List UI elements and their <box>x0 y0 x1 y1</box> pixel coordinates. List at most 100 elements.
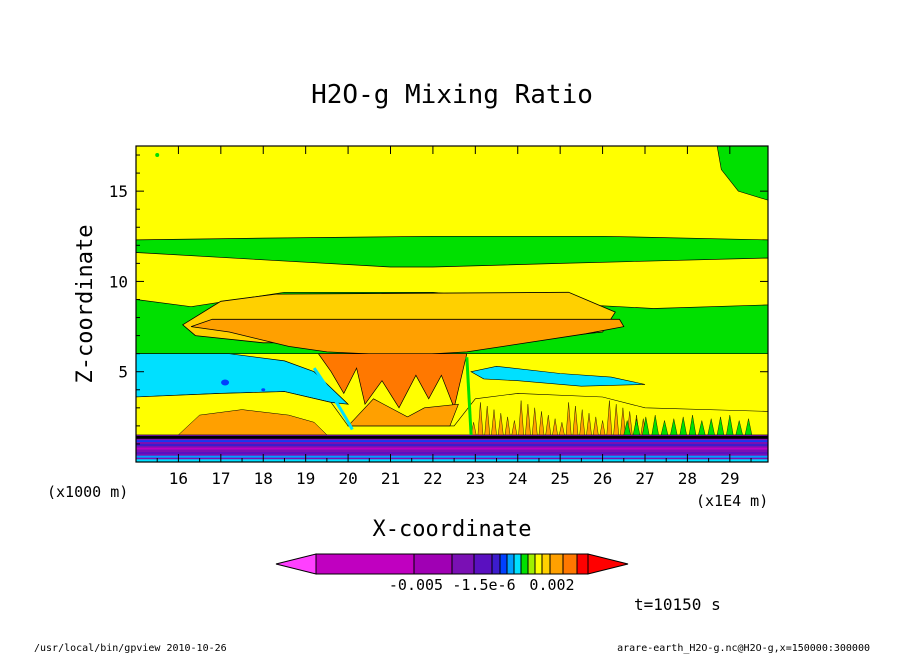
layer-green-spike <box>735 420 743 436</box>
x-tick-label: 22 <box>423 469 442 488</box>
layer-surface-stripe <box>136 443 768 446</box>
y-tick-label: 5 <box>118 363 128 382</box>
layer-stem-left <box>312 367 354 431</box>
layer-right-cyan <box>470 365 646 387</box>
colorbar-min-arrow <box>275 553 317 575</box>
layer-blue-cell <box>261 388 266 392</box>
x-tick-label: 16 <box>169 469 188 488</box>
footer-right: arare-earth_H2O-g.nc@H2O-g,x=150000:3000… <box>617 643 870 654</box>
x-tick-label: 23 <box>466 469 485 488</box>
layer-top-right-green <box>716 146 768 201</box>
colorbar <box>275 553 629 575</box>
layer-stem-right <box>465 357 473 435</box>
layer-spike <box>586 413 592 436</box>
layer-spike <box>477 402 484 436</box>
colorbar-segment <box>315 553 415 575</box>
colorbar-max-arrow <box>587 553 629 575</box>
colorbar-segment <box>541 553 551 575</box>
layer-spike <box>518 400 524 436</box>
x-tick-label: 21 <box>381 469 400 488</box>
y-ticks: 5 10 15 <box>109 154 768 445</box>
plot-area <box>135 145 769 463</box>
layer-green-spike <box>726 415 734 436</box>
contour-layers <box>136 146 768 462</box>
x-tick-label: 25 <box>551 469 570 488</box>
layer-green-spike <box>716 416 725 436</box>
layer-surface-stripe <box>136 447 768 450</box>
layer-top-left-dot <box>155 153 160 158</box>
y-unit-label: (x1000 m) <box>47 483 128 501</box>
layer-spike <box>599 420 606 436</box>
layer-spike <box>525 404 531 436</box>
layer-surface-stripe <box>136 459 768 462</box>
colorbar-segment <box>534 553 543 575</box>
colorbar-segment <box>520 553 529 575</box>
x-tick-label: 28 <box>678 469 697 488</box>
layer-spike <box>613 404 619 436</box>
x-tick-label: 27 <box>635 469 654 488</box>
layer-spike <box>592 416 599 436</box>
x-tick-label: 17 <box>211 469 230 488</box>
x-tick-label: 24 <box>508 469 527 488</box>
layer-green-spike <box>744 418 753 436</box>
layer-surface-stripe <box>136 440 768 442</box>
layer-spike <box>531 407 538 436</box>
colorbar-segment <box>576 553 589 575</box>
layer-spike <box>484 405 491 436</box>
layer-anvil-orange <box>190 318 625 356</box>
layer-green-spike <box>623 420 631 436</box>
colorbar-segment <box>549 553 564 575</box>
colorbar-segment <box>562 553 578 575</box>
colorbar-label-mid: -1.5e-6 <box>452 576 515 594</box>
chart-title: H2O-g Mixing Ratio <box>311 80 593 110</box>
layer-spike <box>572 405 579 436</box>
colorbar-segment <box>473 553 493 575</box>
layer-spike <box>504 416 511 436</box>
colorbar-label-max: 0.002 <box>529 576 574 594</box>
layer-green-spike <box>670 418 678 436</box>
layer-green-spike <box>651 415 659 436</box>
layer-lower-orange-left <box>177 409 328 436</box>
layer-surface-stripe <box>136 452 768 455</box>
layer-spike <box>552 418 558 436</box>
layer-core-base <box>347 398 459 427</box>
x-axis-title: X-coordinate <box>373 517 532 542</box>
layer-green-spike <box>660 420 669 436</box>
colorbar-segment <box>506 553 515 575</box>
colorbar-segment <box>413 553 453 575</box>
layer-spike <box>545 415 552 436</box>
layer-spike <box>579 409 586 436</box>
layer-spike <box>497 413 504 436</box>
layer-middle-yellow <box>136 252 768 309</box>
colorbar-segment <box>499 553 508 575</box>
layer-blue-cell <box>221 379 230 386</box>
x-tick-label: 20 <box>338 469 357 488</box>
layer-green-spike <box>707 418 715 436</box>
x-tick-label: 29 <box>720 469 739 488</box>
colorbar-segment <box>451 553 475 575</box>
x-unit-label: (x1E4 m) <box>696 492 768 510</box>
x-ticks: 16 17 18 19 20 21 22 23 24 25 26 27 28 29 <box>156 146 752 488</box>
layer-spike <box>511 420 518 436</box>
layer-surface-stripe <box>136 455 768 458</box>
layer-green-spike <box>632 418 641 436</box>
x-tick-label: 26 <box>593 469 612 488</box>
layer-spike <box>620 407 626 436</box>
y-axis-title: Z-coordinate <box>73 225 98 384</box>
x-tick-label: 19 <box>296 469 315 488</box>
layer-surface-stripe <box>136 435 768 439</box>
layer-spike <box>491 409 497 436</box>
colorbar-segment <box>491 553 501 575</box>
layer-spike <box>606 400 613 436</box>
layer-green-spike <box>642 416 650 436</box>
layer-green-spike <box>679 416 687 436</box>
colorbar-segment <box>513 553 522 575</box>
y-tick-label: 10 <box>109 272 128 291</box>
layer-spike <box>565 402 572 436</box>
plot-frame <box>135 145 769 463</box>
layer-spike <box>538 411 545 436</box>
colorbar-label-min: -0.005 <box>389 576 443 594</box>
colorbar-segment <box>527 553 536 575</box>
layer-green-spike <box>688 415 697 436</box>
